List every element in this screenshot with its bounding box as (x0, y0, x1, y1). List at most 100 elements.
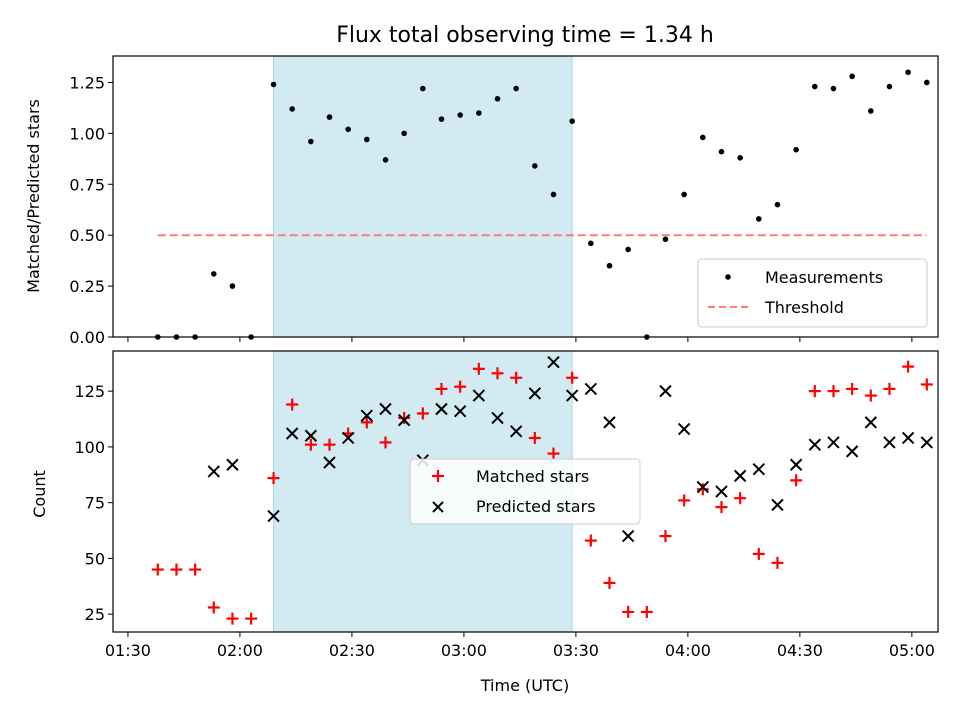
measurement-point (625, 246, 631, 253)
matched-stars-point (398, 411, 411, 424)
x-tick-label: 03:00 (441, 641, 487, 660)
matched-stars-point (528, 431, 541, 444)
measurement-point (550, 191, 557, 198)
matched-stars-point (715, 501, 728, 514)
matched-stars-point (734, 492, 747, 505)
shaded-region (273, 55, 573, 338)
predicted-stars-point (715, 485, 728, 498)
bottom-legend: Matched stars Predicted stars (409, 458, 641, 525)
measurement-point (364, 136, 370, 143)
measurement-point (532, 163, 538, 169)
measurement-point (326, 114, 333, 120)
matched-stars-point (846, 382, 859, 395)
matched-stars-point (584, 534, 597, 547)
matched-stars-point (267, 472, 280, 485)
matched-stars-point (808, 385, 821, 398)
measurement-point (401, 130, 407, 137)
predicted-stars-point (565, 389, 579, 402)
matched-stars-point (170, 563, 183, 576)
measurement-point (513, 85, 519, 92)
measurement-point (886, 83, 893, 90)
measurement-point (270, 81, 277, 88)
predicted-stars-point (901, 431, 915, 445)
y-tick-label: 1.00 (69, 124, 105, 143)
y-tick-label: 0.75 (69, 175, 105, 194)
measurement-point (868, 108, 874, 114)
predicted-stars-point (491, 411, 504, 425)
x-tick-label: 02:00 (217, 641, 263, 660)
predicted-stars-point (920, 436, 934, 449)
matched-stars-point (771, 556, 784, 569)
top-ticks: 0.00 0.25 0.50 0.75 1.00 1.25 (69, 73, 913, 347)
measurement-point (718, 148, 725, 155)
top-legend-box (697, 258, 928, 328)
predicted-stars-point (808, 438, 822, 451)
x-axis-label: Time (UTC) (480, 676, 569, 695)
top-axes-frame (112, 55, 939, 338)
predicted-stars-point (603, 416, 616, 429)
matched-stars-point (304, 438, 317, 451)
top-panel: 0.00 0.25 0.50 0.75 1.00 1.25 Flux total obse… (24, 23, 939, 347)
measurement-point (345, 126, 351, 133)
x-tick-label: 03:30 (553, 641, 599, 660)
predicted-stars-point (304, 429, 318, 442)
matched-stars-point (603, 576, 616, 589)
measurement-point (308, 138, 314, 145)
top-plot-marks (154, 69, 930, 340)
bottom-ticks: 25 50 75 100 125 01:30 02:00 02:30 03:00 03:30 04:… (74, 382, 934, 660)
top-legend: Measurements Threshold (697, 258, 928, 328)
measurement-point (210, 271, 217, 277)
matched-stars-point (640, 605, 653, 618)
matched-stars-point (189, 563, 202, 576)
bottom-axes-frame (112, 350, 939, 633)
matched-stars-point (151, 563, 164, 576)
predicted-stars-point (547, 355, 560, 369)
bottom-plot-marks (151, 355, 934, 625)
predicted-stars-point (771, 498, 784, 512)
predicted-stars-point (883, 436, 896, 449)
y-tick-label: 25 (85, 605, 105, 624)
matched-stars-point (226, 612, 239, 625)
measurement-point (494, 95, 501, 102)
matched-stars-point (472, 362, 485, 375)
measurement-point (229, 283, 236, 289)
bottom-y-axis-label: Count (30, 470, 49, 518)
measurement-point (830, 85, 837, 92)
predicted-stars-point (864, 416, 878, 429)
matched-stars-point (752, 547, 765, 560)
predicted-stars-point (789, 458, 803, 471)
matched-stars-point (491, 367, 504, 380)
predicted-stars-point (267, 509, 280, 523)
y-tick-label: 0.50 (69, 226, 105, 245)
top-y-axis-label: Matched/Predicted stars (24, 99, 43, 293)
matched-stars-point (323, 438, 336, 451)
predicted-stars-point (435, 402, 448, 416)
predicted-stars-point (472, 389, 486, 402)
matched-stars-point (622, 605, 635, 618)
matched-stars-point (207, 601, 220, 614)
measurement-point (457, 112, 463, 118)
matched-stars-point (416, 407, 429, 420)
y-tick-label: 100 (74, 438, 105, 457)
measurement-point (476, 110, 482, 116)
legend-matched-marker (432, 470, 444, 482)
predicted-stars-point (207, 465, 220, 478)
predicted-stars-point (226, 458, 239, 471)
predicted-stars-point (659, 384, 672, 398)
matched-stars-point (827, 385, 840, 398)
matched-stars-point (510, 371, 523, 384)
matched-stars-point (864, 389, 877, 402)
matched-stars-point (547, 447, 560, 460)
predicted-stars-point (733, 469, 747, 483)
predicted-stars-point (397, 413, 411, 427)
predicted-stars-point (453, 405, 467, 418)
legend-threshold-label: Threshold (764, 298, 844, 317)
measurement-point (438, 116, 445, 122)
matched-stars-point (245, 612, 258, 625)
legend-predicted-label: Predicted stars (476, 497, 596, 516)
predicted-stars-point (323, 456, 336, 469)
measurement-point (924, 79, 930, 86)
predicted-stars-point (621, 529, 635, 543)
matched-stars-point (454, 380, 467, 393)
